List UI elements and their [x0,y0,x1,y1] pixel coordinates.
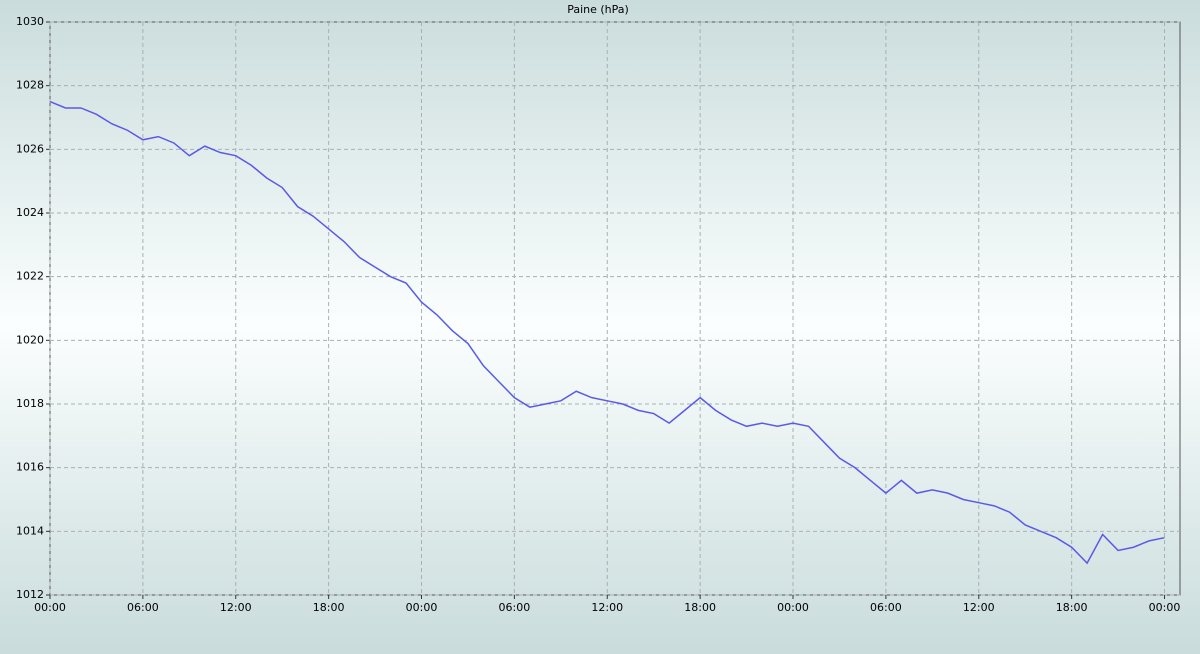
x-tick-label: 00:00 [777,601,809,614]
y-tick-label: 1030 [16,15,44,28]
x-tick-label: 06:00 [499,601,531,614]
y-tick-label: 1026 [16,142,44,155]
x-tick-label: 12:00 [591,601,623,614]
y-tick-label: 1014 [16,524,44,537]
x-tick-label: 06:00 [127,601,159,614]
y-tick-label: 1020 [16,333,44,346]
x-tick-label: 18:00 [1056,601,1088,614]
x-tick-label: 12:00 [963,601,995,614]
y-tick-label: 1018 [16,397,44,410]
x-tick-label: 12:00 [220,601,252,614]
x-tick-label: 18:00 [313,601,345,614]
y-tick-label: 1028 [16,79,44,92]
plot-frame [49,21,1181,596]
x-tick-label: 00:00 [34,601,66,614]
chart-title: Paine (hPa) [567,3,629,16]
y-tick-label: 1012 [16,588,44,601]
y-tick-label: 1022 [16,270,44,283]
x-tick-label: 00:00 [406,601,438,614]
pressure-line [49,100,1165,565]
y-tick-label: 1024 [16,206,44,219]
x-tick-label: 06:00 [870,601,902,614]
y-tick-label: 1016 [16,461,44,474]
x-tick-label: 00:00 [1149,601,1181,614]
x-tick-label: 18:00 [684,601,716,614]
